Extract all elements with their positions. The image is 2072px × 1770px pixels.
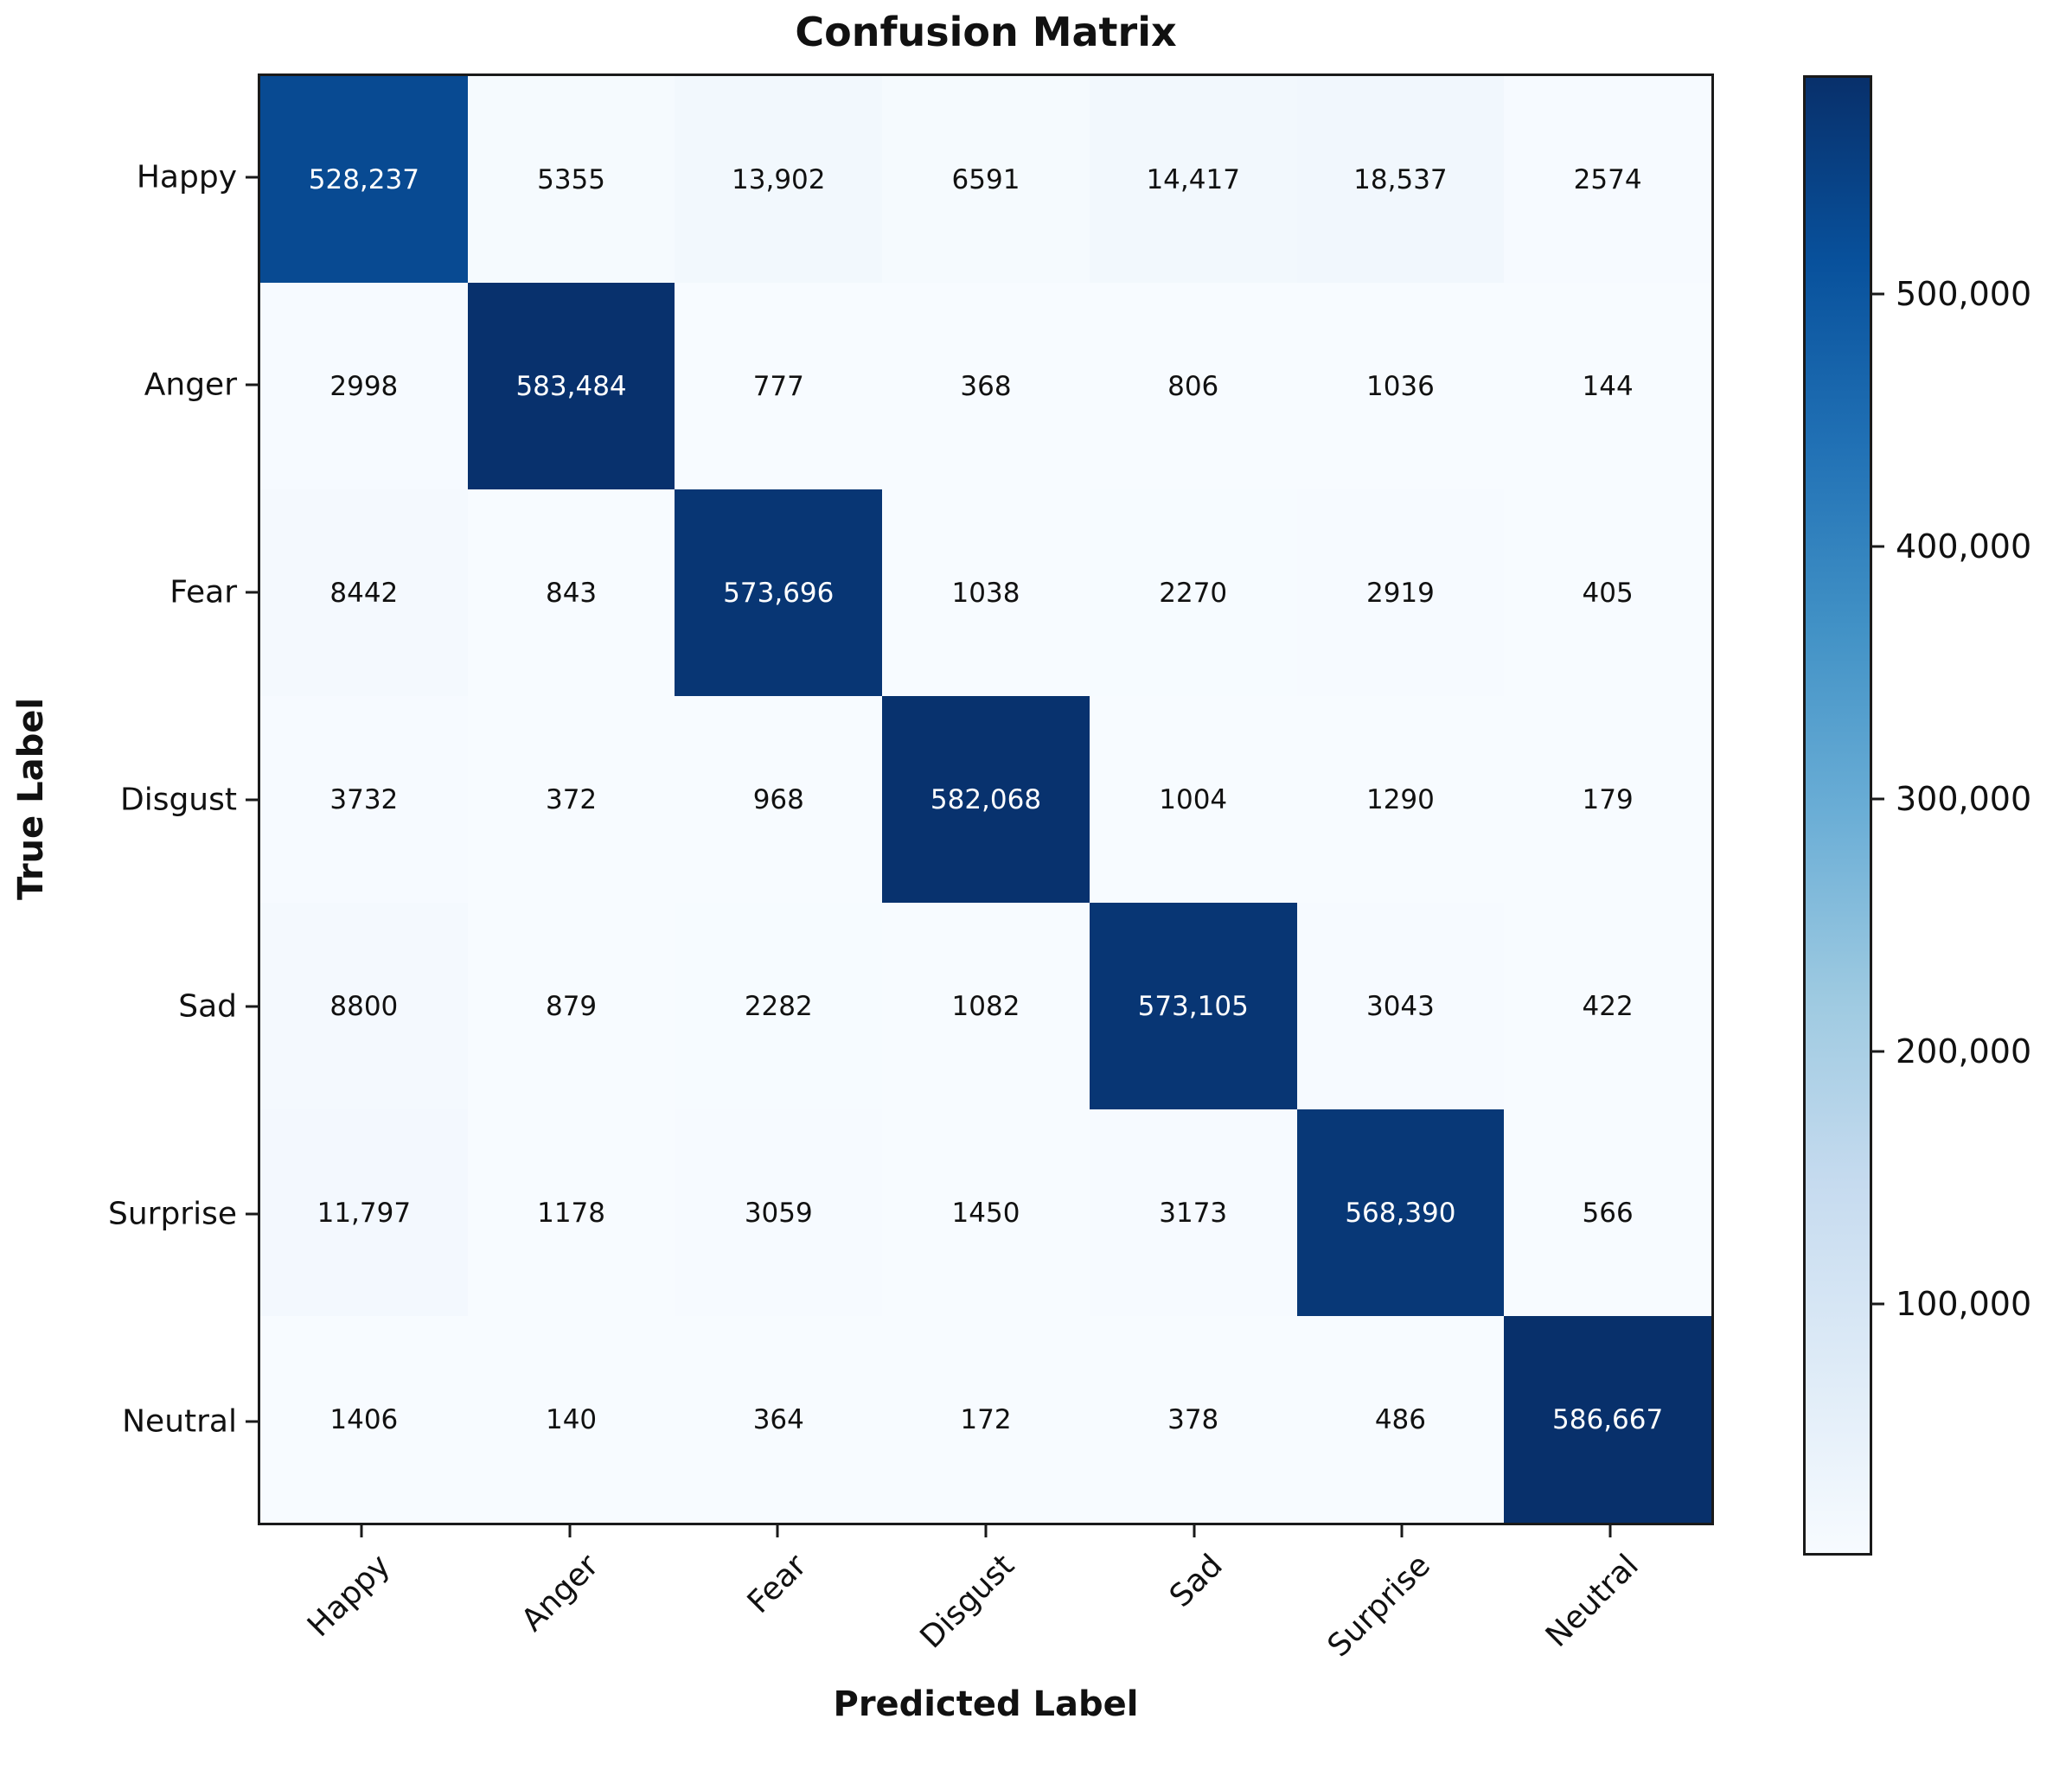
- y-tick-mark: [246, 798, 258, 801]
- matrix-cell: 566: [1504, 1109, 1711, 1316]
- matrix-cell: 378: [1089, 1316, 1297, 1523]
- matrix-cell: 18,537: [1296, 76, 1505, 283]
- x-tick-label: Surprise: [1321, 1548, 1438, 1665]
- matrix-cell: 486: [1296, 1316, 1505, 1523]
- matrix-cell: 1004: [1089, 696, 1297, 903]
- matrix-cell: 144: [1504, 283, 1711, 489]
- colorbar-tick-mark: [1872, 292, 1884, 296]
- x-tick-mark: [360, 1525, 363, 1537]
- matrix-cell: 405: [1504, 489, 1711, 696]
- matrix-cell: 6591: [882, 76, 1090, 283]
- y-tick-label: Neutral: [122, 1403, 237, 1440]
- x-tick-label: Fear: [740, 1548, 814, 1620]
- matrix-cell: 843: [467, 489, 675, 696]
- x-axis-label: Predicted Label: [833, 1684, 1139, 1724]
- matrix-cell: 1178: [467, 1109, 675, 1316]
- matrix-cell: 568,390: [1296, 1109, 1505, 1316]
- y-tick-mark: [246, 1005, 258, 1008]
- y-tick-mark: [246, 1212, 258, 1216]
- colorbar-tick-label: 300,000: [1896, 779, 2032, 818]
- matrix-cell: 583,484: [467, 283, 675, 489]
- matrix-cell: 573,105: [1089, 903, 1297, 1109]
- colorbar-tick-label: 200,000: [1896, 1032, 2032, 1070]
- matrix-cell: 968: [675, 696, 883, 903]
- matrix-cell: 364: [675, 1316, 883, 1523]
- x-tick-label: Neutral: [1538, 1548, 1646, 1654]
- matrix-cell: 422: [1504, 903, 1711, 1109]
- matrix-cell: 13,902: [675, 76, 883, 283]
- matrix-cell: 528,237: [260, 76, 468, 283]
- matrix-cell: 11,797: [260, 1109, 468, 1316]
- x-tick-mark: [568, 1525, 572, 1537]
- matrix-cell: 5355: [467, 76, 675, 283]
- y-tick-mark: [246, 383, 258, 387]
- colorbar-tick-mark: [1872, 545, 1884, 548]
- matrix-cell: 3173: [1089, 1109, 1297, 1316]
- colorbar-tick-label: 400,000: [1896, 527, 2032, 566]
- y-tick-label: Happy: [136, 159, 237, 195]
- matrix-cell: 573,696: [675, 489, 883, 696]
- heatmap-plot-area: 528,237 5355 13,902 6591 14,417 18,537 2574 299…: [258, 73, 1714, 1525]
- x-tick-mark: [776, 1525, 779, 1537]
- matrix-cell: 1082: [882, 903, 1090, 1109]
- colorbar-tick-mark: [1872, 1302, 1884, 1306]
- x-tick-label: Happy: [301, 1548, 398, 1645]
- y-tick-label: Disgust: [119, 782, 237, 817]
- matrix-cell: 879: [467, 903, 675, 1109]
- y-tick-mark: [246, 591, 258, 594]
- matrix-cell: 3043: [1296, 903, 1505, 1109]
- matrix-cell: 2282: [675, 903, 883, 1109]
- matrix-cell: 1450: [882, 1109, 1090, 1316]
- matrix-cell: 3059: [675, 1109, 883, 1316]
- x-tick-mark: [1608, 1525, 1612, 1537]
- matrix-cell: 777: [675, 283, 883, 489]
- chart-title: Confusion Matrix: [795, 9, 1177, 55]
- colorbar-tick-label: 100,000: [1896, 1284, 2032, 1323]
- colorbar-tick-label: 500,000: [1896, 274, 2032, 313]
- matrix-cell: 2574: [1504, 76, 1711, 283]
- matrix-cell: 8442: [260, 489, 468, 696]
- matrix-cell: 372: [467, 696, 675, 903]
- x-tick-mark: [1400, 1525, 1404, 1537]
- y-tick-mark: [246, 176, 258, 179]
- matrix-cell: 2998: [260, 283, 468, 489]
- x-tick-label: Sad: [1162, 1548, 1230, 1614]
- matrix-cell: 2919: [1296, 489, 1505, 696]
- y-tick-label: Surprise: [107, 1196, 237, 1232]
- matrix-cell: 806: [1089, 283, 1297, 489]
- y-tick-label: Fear: [169, 574, 237, 610]
- matrix-cell: 3732: [260, 696, 468, 903]
- x-tick-mark: [984, 1525, 988, 1537]
- matrix-cell: 2270: [1089, 489, 1297, 696]
- y-axis-label: True Label: [11, 697, 51, 901]
- colorbar: [1803, 75, 1872, 1556]
- matrix-cell: 586,667: [1504, 1316, 1711, 1523]
- x-tick-label: Anger: [515, 1548, 605, 1639]
- matrix-cell: 1406: [260, 1316, 468, 1523]
- matrix-cell: 172: [882, 1316, 1090, 1523]
- matrix-cell: 140: [467, 1316, 675, 1523]
- matrix-cell: 582,068: [882, 696, 1090, 903]
- x-tick-mark: [1193, 1525, 1196, 1537]
- colorbar-tick-mark: [1872, 1050, 1884, 1053]
- colorbar-tick-mark: [1872, 797, 1884, 801]
- matrix-cell: 1038: [882, 489, 1090, 696]
- y-tick-mark: [246, 1420, 258, 1423]
- x-tick-label: Disgust: [913, 1548, 1021, 1656]
- matrix-cell: 1290: [1296, 696, 1505, 903]
- matrix-cell: 14,417: [1089, 76, 1297, 283]
- matrix-cell: 179: [1504, 696, 1711, 903]
- matrix-cell: 8800: [260, 903, 468, 1109]
- y-tick-label: Sad: [178, 988, 237, 1025]
- matrix-cell: 1036: [1296, 283, 1505, 489]
- matrix-cell: 368: [882, 283, 1090, 489]
- y-tick-label: Anger: [144, 367, 237, 403]
